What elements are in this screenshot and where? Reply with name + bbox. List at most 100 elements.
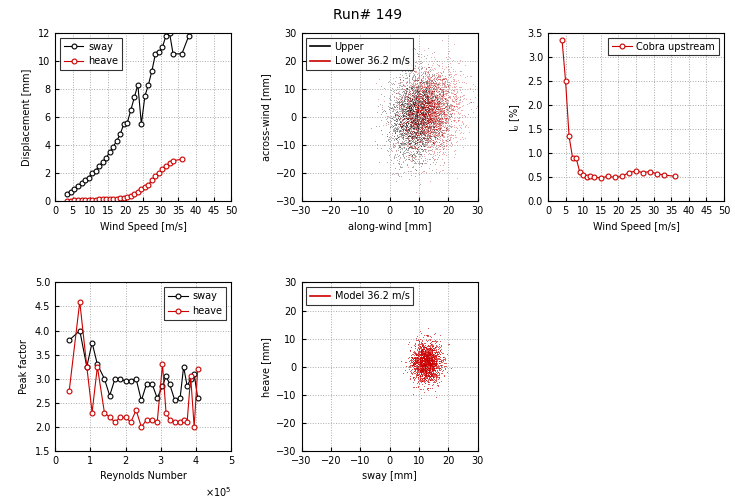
Point [396,114,408,122]
Point [401,106,412,114]
Point [398,96,410,104]
Point [411,138,423,146]
Point [451,99,462,107]
Point [393,114,405,122]
Point [407,144,419,152]
Point [426,100,438,108]
Point [417,362,429,370]
Point [410,110,422,118]
Point [443,103,455,111]
Point [417,123,429,131]
Point [431,119,442,127]
Point [383,128,395,136]
Point [390,109,402,117]
Point [410,355,422,363]
Point [406,357,418,365]
Point [450,93,462,101]
Point [434,119,446,128]
Point [425,347,437,355]
Point [417,82,429,90]
Point [431,68,443,76]
Point [429,111,441,119]
Point [429,81,440,89]
Point [417,91,429,99]
Point [428,103,440,111]
Point [440,75,452,83]
Point [434,362,445,370]
Point [426,347,437,355]
Point [423,116,434,124]
Point [423,351,435,359]
Point [406,65,418,73]
Point [422,350,434,358]
Point [445,77,456,85]
Point [416,83,428,91]
Point [423,110,435,118]
Point [409,115,420,123]
Point [423,97,434,105]
Point [410,93,422,101]
Point [398,140,409,148]
Point [391,122,403,131]
Point [420,110,431,118]
Point [412,109,423,117]
Point [401,122,413,130]
Point [387,113,399,121]
Point [421,81,433,89]
Point [417,127,429,135]
Point [433,129,445,137]
Point [454,95,466,103]
Point [420,358,432,366]
Point [416,103,428,111]
Point [431,107,442,115]
Point [409,85,421,93]
Point [400,99,412,107]
Point [429,128,440,136]
Point [410,166,422,174]
Point [417,350,429,358]
Point [420,101,431,109]
Point [398,81,410,89]
Point [442,80,454,88]
Point [425,100,437,108]
Point [470,104,481,112]
Point [431,101,442,109]
Point [442,117,453,125]
Point [421,337,433,345]
Point [405,90,417,98]
Point [417,94,429,102]
Point [406,152,417,160]
Point [431,94,443,102]
Point [428,102,440,110]
Point [406,85,418,93]
Point [424,361,436,369]
heave [144,181,153,187]
Point [425,108,437,116]
Point [440,148,451,156]
Point [421,356,433,364]
Point [416,86,428,94]
Point [425,95,437,103]
Point [406,82,417,90]
Point [422,130,434,138]
Point [403,357,415,365]
Point [414,129,426,137]
Point [400,136,412,144]
Point [401,117,412,125]
Point [416,86,428,94]
Point [413,89,425,97]
Point [418,112,430,120]
sway [158,44,167,50]
Point [417,130,429,138]
Point [422,99,434,107]
Point [432,373,444,381]
Point [417,135,429,143]
Point [412,113,423,121]
Point [401,128,413,136]
Point [426,356,437,364]
Point [404,112,415,120]
Point [394,105,406,113]
Point [428,98,440,106]
Point [397,108,409,116]
Point [421,114,433,122]
